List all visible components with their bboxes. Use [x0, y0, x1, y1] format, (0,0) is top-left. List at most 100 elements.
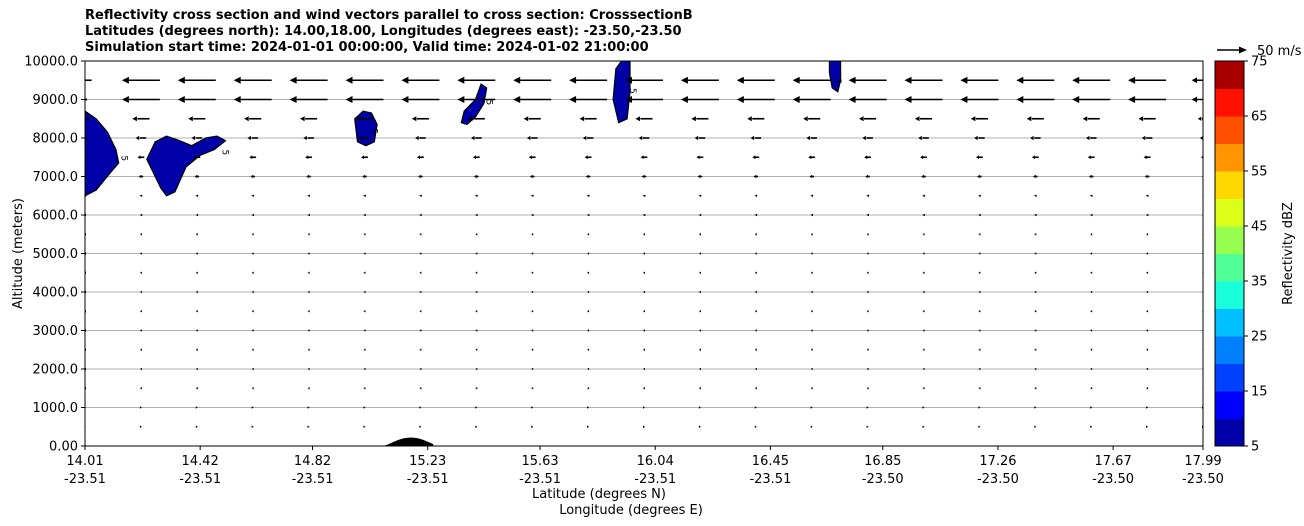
colorbar-tick-label: 45 — [1251, 220, 1268, 235]
wind-vector-head — [457, 76, 465, 84]
wind-vector — [251, 233, 254, 236]
wind-vector — [810, 252, 813, 255]
wind-vector — [978, 329, 981, 332]
wind-vector — [643, 271, 645, 274]
wind-vector-head — [78, 78, 82, 83]
wind-vector — [307, 290, 310, 294]
x-tick-label-lat: 14.42 — [182, 454, 219, 469]
wind-vector — [251, 271, 254, 274]
wind-vector — [587, 387, 590, 390]
wind-vector — [419, 310, 422, 313]
wind-vector — [587, 406, 590, 409]
wind-vector — [475, 348, 478, 351]
wind-vector-head — [416, 155, 421, 160]
wind-vector-head — [697, 174, 701, 179]
colorbar-band — [1215, 198, 1244, 227]
wind-vector-head — [1138, 116, 1144, 122]
wind-vector — [251, 252, 254, 255]
reflectivity-layer — [85, 61, 842, 197]
contour-label: 5 — [484, 100, 494, 106]
wind-vector-head — [401, 76, 409, 84]
wind-vector — [475, 425, 478, 428]
colorbar-frame — [1214, 60, 1245, 447]
colorbar-band — [1215, 418, 1244, 447]
colorbar-band — [1215, 171, 1244, 199]
wind-vector-head — [303, 135, 307, 141]
wind-vector-head — [194, 174, 198, 179]
wind-vector — [363, 425, 366, 428]
wind-vector — [363, 252, 366, 255]
wind-vector — [922, 367, 925, 371]
wind-vector-head — [132, 116, 137, 122]
wind-vector-head — [808, 155, 812, 160]
wind-vector — [531, 406, 534, 409]
wind-vector — [139, 252, 142, 255]
wind-vector-head — [753, 174, 757, 179]
wind-vector-head — [1128, 76, 1136, 84]
y-tick-label: 1000.0 — [33, 401, 79, 416]
wind-vector — [1146, 406, 1149, 409]
wind-vector-head — [415, 135, 419, 141]
wind-vector — [195, 387, 198, 390]
wind-vector-head — [1016, 96, 1024, 103]
wind-vector-head — [904, 76, 912, 84]
wind-vector-head — [977, 174, 980, 179]
wind-vector — [754, 310, 757, 313]
wind-vector — [978, 310, 981, 313]
wind-vector — [643, 387, 645, 390]
wind-vector — [307, 367, 310, 371]
wind-vector — [1034, 271, 1037, 274]
wind-vector-head — [289, 76, 297, 84]
colorbar-band — [1215, 116, 1244, 144]
wind-vector — [1034, 367, 1037, 371]
y-tick-label: 2000.0 — [33, 363, 79, 378]
wind-vector-head — [467, 116, 473, 122]
wind-vector — [1146, 271, 1149, 274]
wind-vector — [251, 406, 254, 409]
wind-vector-head — [585, 174, 589, 179]
wind-vector — [419, 252, 422, 255]
wind-vector — [1089, 213, 1093, 217]
wind-vector — [195, 252, 198, 255]
wind-vector — [363, 290, 366, 294]
wind-vector — [587, 425, 590, 428]
wind-vector — [307, 252, 310, 255]
terrain — [377, 437, 434, 446]
wind-vector — [419, 406, 422, 409]
wind-vector-head — [694, 135, 699, 141]
wind-vector — [754, 271, 757, 274]
wind-vector — [698, 348, 701, 351]
wind-vector — [363, 406, 366, 409]
wind-vector — [866, 387, 869, 390]
wind-vector-head — [244, 116, 249, 122]
wind-vector — [195, 194, 199, 197]
wind-vector-head — [355, 116, 361, 122]
wind-vector — [922, 329, 925, 332]
wind-vector — [866, 213, 869, 217]
colorbar-band — [1215, 308, 1244, 337]
wind-vector-head — [1026, 116, 1032, 122]
wind-vector-head — [970, 116, 976, 122]
wind-vector — [978, 233, 981, 236]
wind-vector — [531, 252, 534, 255]
wind-vector — [587, 271, 590, 274]
wind-vector — [810, 329, 813, 332]
wind-vector-head — [137, 155, 141, 160]
quiver-key-label: 50 m/s — [1257, 44, 1302, 59]
wind-vector-head — [584, 155, 588, 160]
wind-vector — [866, 290, 869, 294]
wind-vector — [866, 194, 869, 197]
wind-vector — [754, 194, 758, 197]
wind-vector-head — [359, 135, 363, 141]
wind-vector-head — [638, 135, 643, 141]
wind-vector — [363, 194, 366, 197]
reflectivity-region — [85, 110, 120, 197]
wind-vector-head — [635, 116, 641, 122]
wind-vector — [475, 271, 478, 274]
wind-vector — [1090, 367, 1093, 371]
colorbar-tick-label: 35 — [1251, 275, 1268, 290]
wind-vector — [587, 348, 590, 351]
wind-vector-head — [135, 135, 140, 141]
wind-vector-head — [806, 135, 810, 141]
wind-vector — [922, 387, 925, 390]
